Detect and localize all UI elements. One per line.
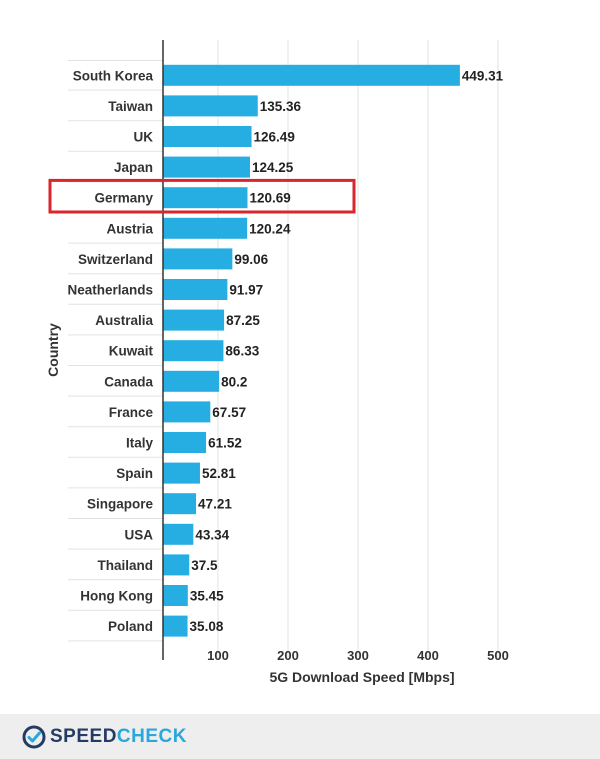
- value-label: 67.57: [212, 405, 246, 420]
- value-label: 91.97: [229, 283, 263, 298]
- bar: [163, 554, 190, 576]
- x-tick-label: 100: [207, 648, 229, 663]
- category-label: Austria: [106, 221, 153, 236]
- x-tick-label: 500: [487, 648, 509, 663]
- category-label: Thailand: [97, 558, 153, 573]
- bar: [163, 432, 207, 453]
- bar: [163, 309, 225, 331]
- value-label: 61.52: [208, 436, 242, 451]
- x-tick-label: 400: [417, 648, 439, 663]
- x-tick-label: 200: [277, 648, 299, 663]
- category-label: Italy: [126, 436, 154, 451]
- bar: [163, 370, 220, 392]
- value-label: 124.25: [252, 160, 294, 175]
- value-label: 120.69: [249, 191, 290, 206]
- logo-text-speed: SPEED: [50, 726, 117, 747]
- y-axis-title: Country: [45, 323, 61, 377]
- category-label: Hong Kong: [80, 589, 153, 604]
- category-label: USA: [124, 527, 153, 542]
- value-label: 86.33: [225, 344, 259, 359]
- bar: [163, 523, 194, 545]
- bar: [163, 248, 233, 270]
- category-label: Taiwan: [108, 99, 153, 114]
- bar: [163, 156, 250, 178]
- x-axis-title: 5G Download Speed [Mbps]: [269, 669, 454, 685]
- bar: [163, 64, 460, 86]
- bar: [163, 187, 248, 209]
- bar-chart: South Korea Taiwan UK Japan Germany Austria Sw…: [45, 40, 509, 685]
- bar: [163, 340, 224, 362]
- bar: [163, 585, 188, 606]
- logo-text-check: CHECK: [116, 726, 187, 747]
- value-label: 52.81: [202, 466, 236, 481]
- category-label: Australia: [95, 313, 153, 328]
- bar: [163, 126, 252, 147]
- value-label: 120.24: [249, 221, 291, 236]
- bar: [163, 217, 248, 239]
- category-label: France: [109, 405, 154, 420]
- highlight-box: [48, 178, 356, 214]
- category-label: Singapore: [87, 497, 154, 512]
- value-label: 99.06: [234, 252, 268, 267]
- category-label: Spain: [116, 466, 153, 481]
- bar: [163, 462, 200, 484]
- logo-text: SPEEDCHECK: [50, 726, 187, 748]
- value-label: 37.5: [191, 558, 218, 573]
- category-label: UK: [134, 130, 154, 145]
- value-label: 35.45: [190, 589, 224, 604]
- category-label: Germany: [94, 191, 153, 206]
- speedcheck-logo[interactable]: SPEEDCHECK: [22, 724, 187, 750]
- category-label: Japan: [114, 160, 153, 175]
- category-label: Canada: [104, 374, 153, 389]
- footer: SPEEDCHECK: [0, 714, 600, 759]
- value-label: 449.31: [462, 68, 504, 83]
- category-label: Kuwait: [109, 344, 154, 359]
- value-label: 47.21: [198, 497, 232, 512]
- speedometer-check-icon: [22, 725, 46, 749]
- value-label: 135.36: [260, 99, 302, 114]
- x-tick-label: 300: [347, 648, 369, 663]
- value-label: 35.08: [190, 619, 224, 634]
- category-label: South Korea: [73, 68, 154, 83]
- value-label: 80.2: [221, 374, 247, 389]
- category-label: Poland: [108, 619, 153, 634]
- bar: [163, 95, 258, 117]
- category-label: Neatherlands: [67, 283, 153, 298]
- bar: [163, 279, 228, 300]
- value-label: 43.34: [195, 527, 229, 542]
- bar: [163, 401, 211, 423]
- category-label: Switzerland: [78, 252, 153, 267]
- value-label: 126.49: [254, 130, 295, 145]
- bar: [163, 615, 188, 637]
- bar: [163, 493, 197, 515]
- value-label: 87.25: [226, 313, 260, 328]
